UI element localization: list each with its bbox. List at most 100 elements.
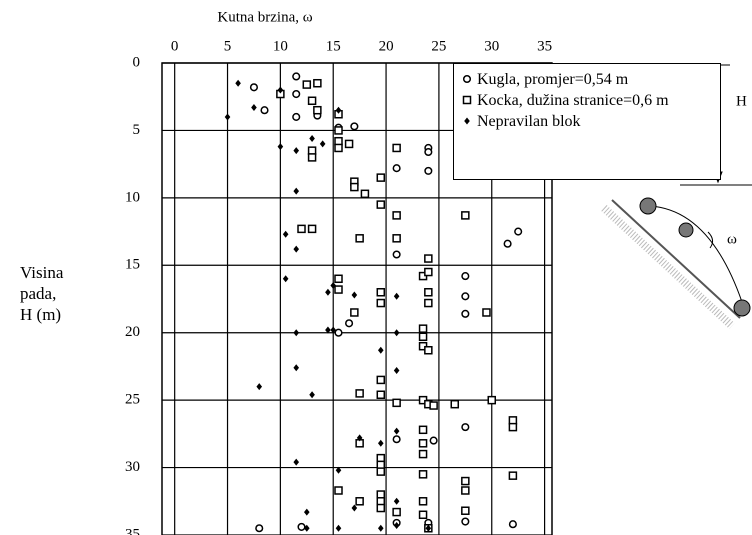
point [313,78,322,88]
point [303,524,310,532]
point [297,522,306,531]
point [392,398,401,408]
point [429,401,438,410]
point [255,524,264,533]
point [293,245,300,253]
point [309,391,315,399]
point [334,274,343,284]
point [418,510,428,520]
point [461,272,470,281]
point [392,435,401,444]
point [376,467,386,476]
legend-entry: Kocka, dužina stranice=0,6 m [462,90,712,111]
point [334,143,343,153]
point [461,476,470,486]
point [393,522,400,530]
point [334,136,343,146]
point [282,230,289,238]
point [355,234,364,243]
point [251,104,257,112]
point [461,292,470,301]
point [335,524,342,532]
point [429,436,438,445]
point [319,140,326,148]
annotation: ω [727,231,737,247]
x-tick-label: 0 [171,38,179,54]
point [330,326,337,334]
point [309,135,315,143]
point [356,434,363,442]
x-tick-label: 35 [537,38,552,54]
point [334,285,343,294]
point [307,224,317,234]
point [418,332,428,342]
y-tick-label: 35 [125,526,140,535]
point [293,187,300,195]
point [461,517,470,526]
point [292,72,301,81]
point [350,308,359,317]
legend-symbol [462,95,472,105]
point [376,375,386,385]
point [302,80,312,89]
x-tick-label: 30 [484,38,499,54]
point [392,143,401,153]
point [334,486,343,495]
point [392,164,401,173]
point [292,112,301,121]
legend-label: Nepravilan blok [477,113,581,130]
point [376,503,386,513]
point [425,524,432,532]
point [293,458,300,466]
point [376,298,386,308]
point [334,126,343,135]
point [462,74,472,84]
point [424,288,433,297]
point [418,470,428,479]
point [249,83,259,92]
y-tick-label: 15 [125,257,140,273]
point [376,390,386,399]
x-tick-label: 25 [431,38,446,54]
point [351,291,358,299]
legend-symbol [462,74,472,84]
point [376,497,386,506]
point [355,497,364,506]
point [450,399,460,409]
point [482,308,491,317]
point [377,346,384,354]
point [293,364,300,372]
point [282,275,289,283]
point [344,139,354,149]
point [235,79,241,87]
point [351,504,358,512]
point [392,234,401,243]
y-tick-label: 0 [133,54,141,70]
point [503,239,512,248]
legend: Kugla, promjer=0,54 m Kocka, dužina stran… [453,63,721,180]
point [462,95,472,105]
point [256,383,263,391]
point [461,486,470,495]
point [350,182,359,192]
point [418,425,428,435]
point [313,105,322,115]
x-tick-label: 10 [273,38,288,54]
point [377,439,384,447]
point [377,524,384,532]
point [293,147,300,155]
point [260,106,269,115]
point [418,449,428,459]
point [307,146,317,155]
point [393,292,400,300]
point [277,86,284,94]
point [345,319,354,328]
point [307,96,317,106]
point [350,122,359,131]
point [424,345,433,355]
point [335,466,342,474]
y-tick-label: 5 [133,122,141,138]
y-tick-label: 10 [125,189,140,205]
point [424,147,433,157]
x-tick-label: 20 [379,38,394,54]
